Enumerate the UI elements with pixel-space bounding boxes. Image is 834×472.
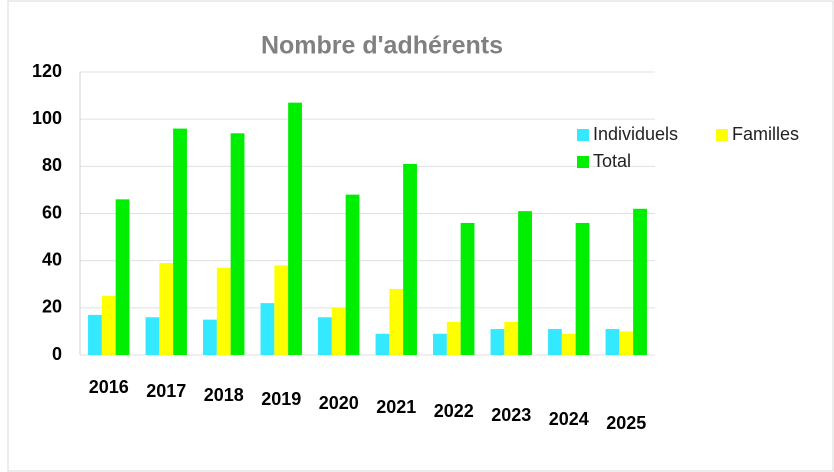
x-tick-label: 2022 (434, 401, 474, 421)
bar (403, 163, 417, 355)
bar (605, 329, 620, 355)
y-tick-label: 60 (42, 202, 62, 222)
y-tick-label: 80 (42, 155, 62, 175)
legend-swatch (716, 129, 728, 141)
legend-label: Familles (732, 124, 799, 144)
legend-label: Individuels (593, 124, 678, 144)
x-tick-label: 2024 (549, 409, 589, 429)
bar (203, 319, 217, 355)
bar (375, 333, 390, 355)
legend-label: Total (593, 151, 631, 171)
bar (173, 128, 187, 355)
bar (288, 102, 302, 356)
bar (216, 267, 231, 355)
bar (159, 263, 174, 355)
bar (145, 317, 160, 355)
x-tick-label: 2023 (491, 405, 531, 425)
x-tick-label: 2016 (89, 377, 129, 397)
bar (633, 208, 647, 355)
bar (115, 199, 130, 355)
bar (230, 133, 245, 355)
bar (619, 331, 634, 355)
bar (260, 303, 275, 355)
bar (446, 321, 461, 355)
bar (504, 321, 519, 355)
bar (88, 314, 102, 355)
bar (460, 222, 475, 355)
x-tick-label: 2019 (261, 389, 301, 409)
bar (274, 265, 289, 355)
bar (433, 333, 447, 355)
bar (490, 329, 505, 355)
bar (575, 222, 590, 355)
x-tick-label: 2017 (146, 381, 186, 401)
chart-frame (7, 0, 834, 472)
x-tick-label: 2021 (376, 397, 416, 417)
bar (518, 211, 532, 355)
bar (548, 329, 562, 355)
x-tick-label: 2025 (606, 413, 646, 433)
y-tick-label: 0 (52, 344, 62, 364)
y-tick-label: 20 (42, 297, 62, 317)
chart-title: Nombre d'adhérents (261, 32, 503, 60)
bar (389, 288, 404, 355)
legend-swatch (577, 129, 589, 141)
legend-swatch (577, 156, 589, 168)
y-tick-label: 100 (32, 108, 62, 128)
bar (561, 333, 576, 355)
x-tick-label: 2018 (204, 385, 244, 405)
x-tick-label: 2020 (319, 393, 359, 413)
bar (331, 307, 346, 355)
bar (101, 296, 116, 355)
bar (318, 317, 332, 355)
y-tick-label: 40 (42, 249, 62, 269)
y-tick-label: 120 (32, 61, 62, 81)
bar (345, 194, 360, 355)
